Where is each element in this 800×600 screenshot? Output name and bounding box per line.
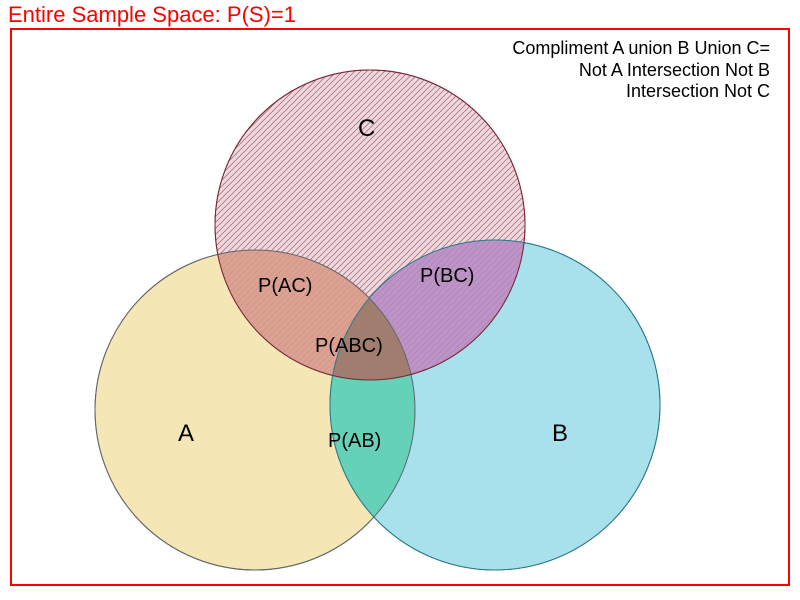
set-label-a: A bbox=[178, 420, 194, 448]
region-label-ab: P(AB) bbox=[328, 430, 381, 453]
region-label-ac: P(AC) bbox=[258, 275, 312, 298]
set-label-c: C bbox=[358, 115, 375, 143]
set-label-b: B bbox=[552, 420, 568, 448]
venn-diagram bbox=[0, 0, 800, 600]
region-label-bc: P(BC) bbox=[420, 265, 474, 288]
region-label-abc: P(ABC) bbox=[315, 335, 383, 358]
